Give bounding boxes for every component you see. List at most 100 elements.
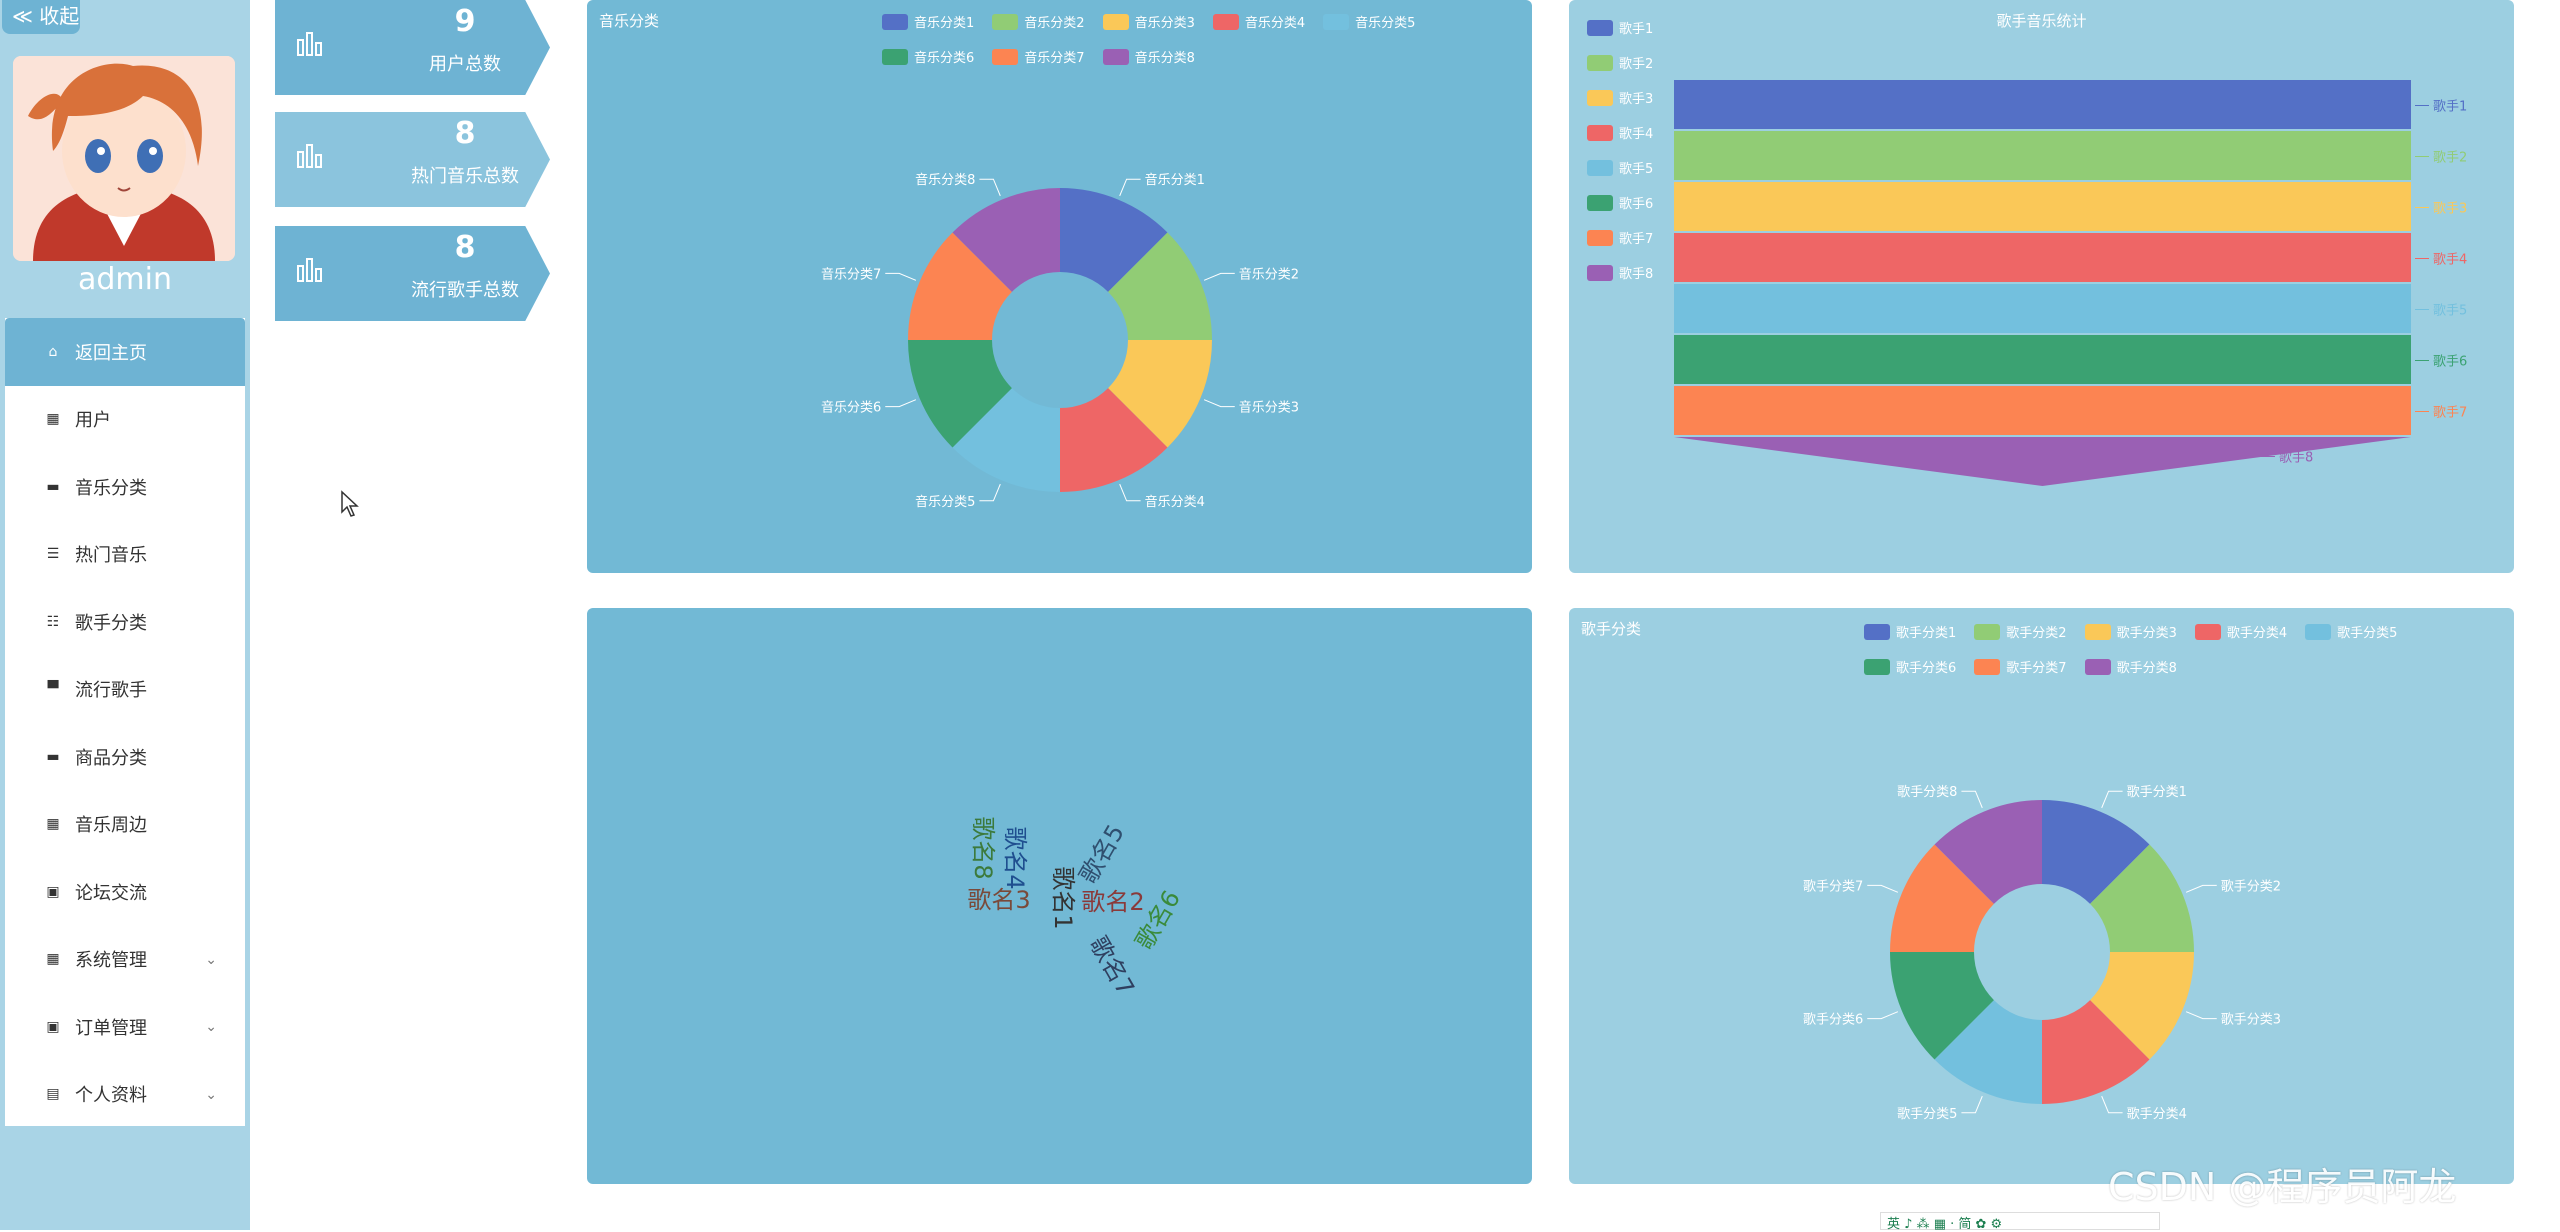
funnel-segment[interactable] — [1674, 335, 2411, 384]
funnel-segment[interactable] — [1674, 437, 2411, 486]
legend-item[interactable]: 音乐分类8 — [1102, 47, 1195, 66]
sidebar-item-1[interactable]: ▦ 用户 — [5, 386, 245, 454]
pie-slice[interactable] — [1934, 1000, 2042, 1104]
legend-item[interactable]: 音乐分类5 — [1323, 12, 1415, 31]
legend-item[interactable]: 歌手2 — [1587, 53, 1689, 72]
pie-slice[interactable] — [1890, 952, 1994, 1060]
legend-item[interactable]: 歌手8 — [1587, 263, 1689, 282]
funnel-segment[interactable] — [1674, 131, 2411, 180]
funnel-segment[interactable] — [1674, 182, 2411, 231]
slice-label: 音乐分类4 — [1145, 494, 1205, 510]
legend-item[interactable]: 歌手分类7 — [1974, 657, 2067, 676]
pie-slice[interactable] — [1060, 188, 1168, 292]
legend-swatch — [1587, 89, 1613, 106]
pie-slice[interactable] — [1890, 844, 1994, 952]
sidebar-item-0[interactable]: ⌂ 返回主页 — [5, 318, 245, 386]
list-icon: ☰ — [46, 546, 60, 563]
funnel-segment[interactable] — [1674, 284, 2411, 333]
collapse-button[interactable]: ≪ 收起 — [2, 0, 80, 34]
legend-label: 歌手分类8 — [2116, 661, 2177, 676]
legend-item[interactable]: 音乐分类3 — [1102, 12, 1195, 31]
legend-label: 歌手6 — [1619, 197, 1654, 212]
legend-label: 音乐分类8 — [1134, 51, 1195, 66]
legend-label: 歌手分类2 — [2006, 626, 2067, 641]
legend-item[interactable]: 歌手6 — [1587, 193, 1689, 212]
slice-label: 音乐分类6 — [821, 400, 881, 416]
legend-item[interactable]: 歌手分类6 — [1864, 657, 1956, 676]
sidebar-item-4[interactable]: ☷ 歌手分类 — [5, 588, 245, 656]
legend-swatch — [1587, 264, 1613, 281]
legend-item[interactable]: 歌手7 — [1587, 228, 1689, 247]
legend-item[interactable]: 歌手分类2 — [1974, 622, 2067, 641]
legend-swatch — [2084, 623, 2111, 640]
label-line — [885, 399, 917, 408]
sidebar-item-10[interactable]: ▣ 订单管理 ⌄ — [5, 993, 245, 1061]
pie-slice[interactable] — [1060, 388, 1168, 492]
legend-item[interactable]: 歌手分类3 — [2084, 622, 2177, 641]
stat-card-0: 9 用户总数 — [275, 0, 550, 95]
pie-slice[interactable] — [908, 340, 1012, 448]
stat-value: 8 — [454, 230, 476, 265]
word-cloud-word[interactable]: 歌名4 — [1001, 826, 1029, 889]
label-line — [2101, 790, 2123, 809]
legend-item[interactable]: 歌手分类5 — [2305, 622, 2397, 641]
sidebar-item-2[interactable]: ▬ 音乐分类 — [5, 453, 245, 521]
legend-item[interactable]: 歌手分类4 — [2194, 622, 2287, 641]
sidebar-item-3[interactable]: ☰ 热门音乐 — [5, 521, 245, 589]
slice-label: 歌手分类7 — [1803, 879, 1863, 894]
funnel-segment[interactable] — [1674, 233, 2411, 282]
music-category-panel: 音乐分类 音乐分类1 音乐分类2 音乐分类3 音乐分类4 音乐分类5 音乐分类6 音乐分类7… — [587, 0, 1532, 573]
label-line — [1961, 1095, 1983, 1114]
pie-slice[interactable] — [2042, 1000, 2150, 1104]
legend-item[interactable]: 音乐分类1 — [882, 12, 974, 31]
legend-item[interactable]: 歌手3 — [1587, 88, 1689, 107]
slice-label: 歌手分类2 — [2221, 879, 2281, 894]
singer-category-panel: 歌手分类 歌手分类1 歌手分类2 歌手分类3 歌手分类4 歌手分类5 歌手分类6 歌手分类7… — [1569, 608, 2514, 1184]
legend-item[interactable]: 歌手1 — [1587, 18, 1689, 37]
legend-item[interactable]: 歌手4 — [1587, 123, 1689, 142]
word-cloud-word[interactable]: 歌名2 — [1081, 888, 1144, 916]
word-cloud-word[interactable]: 歌名5 — [1074, 820, 1130, 889]
sidebar-item-5[interactable]: ▀ 流行歌手 — [5, 656, 245, 724]
sliders-icon: ☷ — [46, 613, 60, 630]
stat-card-1: 8 热门音乐总数 — [275, 112, 550, 207]
legend-item[interactable]: 歌手分类8 — [2084, 657, 2177, 676]
ime-toolbar[interactable]: 英 ♪ ⁂ ▦ · 简 ✿ ⚙ — [1880, 1212, 2160, 1232]
label-line — [1119, 483, 1141, 502]
pie-slice[interactable] — [1934, 800, 2042, 904]
pie-slice[interactable] — [1108, 232, 1212, 340]
legend-item[interactable]: 音乐分类6 — [882, 47, 974, 66]
sidebar-item-label: 用户 — [75, 410, 111, 432]
slice-label: 音乐分类2 — [1239, 266, 1299, 282]
legend-item[interactable]: 音乐分类7 — [992, 47, 1085, 66]
sidebar-item-9[interactable]: ▦ 系统管理 ⌄ — [5, 926, 245, 994]
sidebar-item-6[interactable]: ▬ 商品分类 — [5, 723, 245, 791]
funnel-label: 歌手6 — [2433, 355, 2467, 370]
sidebar-item-11[interactable]: ▤ 个人资料 ⌄ — [5, 1061, 245, 1129]
singer-funnel-chart: 歌手1 歌手2 歌手3 歌手4 歌手5 歌手6 歌手7 歌手8 — [1674, 80, 2467, 486]
pie-slice[interactable] — [1108, 340, 1212, 448]
legend-item[interactable]: 音乐分类2 — [992, 12, 1085, 31]
funnel-segment[interactable] — [1674, 80, 2411, 129]
pie-slice[interactable] — [2090, 844, 2194, 952]
pie-slice[interactable] — [952, 188, 1060, 292]
sidebar-item-8[interactable]: ▣ 论坛交流 — [5, 858, 245, 926]
word-cloud-word[interactable]: 歌名1 — [1049, 866, 1077, 929]
legend-label: 歌手3 — [1619, 92, 1654, 107]
pie-slice[interactable] — [952, 388, 1060, 492]
label-line — [979, 483, 1001, 502]
pie-slice[interactable] — [908, 232, 1012, 340]
legend-item[interactable]: 音乐分类4 — [1212, 12, 1305, 31]
sidebar-item-7[interactable]: ▦ 音乐周边 — [5, 791, 245, 859]
legend-label: 歌手4 — [1619, 127, 1654, 142]
sidebar-item-label: 音乐周边 — [75, 815, 147, 837]
word-cloud-word[interactable]: 歌名8 — [969, 816, 997, 879]
funnel-segment[interactable] — [1674, 386, 2411, 435]
pie-slice[interactable] — [2042, 800, 2150, 904]
pie-slice[interactable] — [2090, 952, 2194, 1060]
legend-item[interactable]: 歌手5 — [1587, 158, 1689, 177]
word-cloud-word[interactable]: 歌名3 — [967, 886, 1030, 914]
label-line — [979, 178, 1001, 197]
legend-item[interactable]: 歌手分类1 — [1864, 622, 1956, 641]
bar-chart-icon — [297, 144, 322, 168]
